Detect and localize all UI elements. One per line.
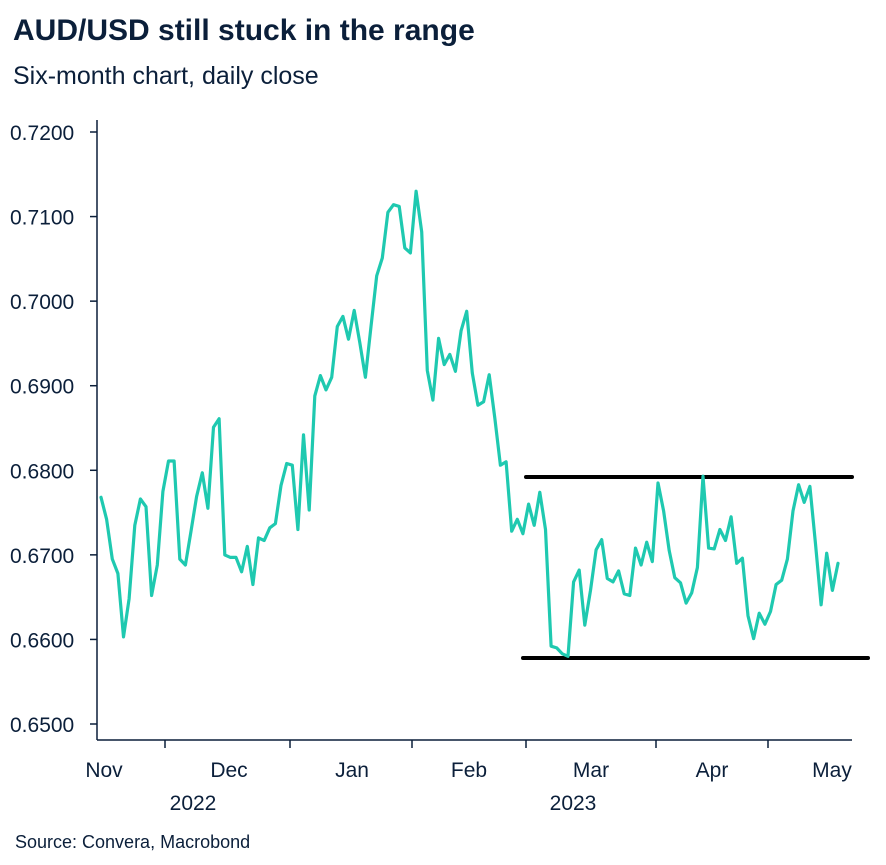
y-tick-label: 0.6700 xyxy=(10,545,74,568)
x-tick-label: Mar xyxy=(573,759,609,782)
y-tick-label: 0.7200 xyxy=(10,122,74,145)
y-tick-label: 0.6500 xyxy=(10,714,74,737)
source-note: Source: Convera, Macrobond xyxy=(15,832,251,852)
x-tick-label: Nov xyxy=(85,759,123,782)
x-tick-label: Feb xyxy=(451,759,487,782)
y-tick-label: 0.6600 xyxy=(10,629,74,652)
y-tick-label: 0.6800 xyxy=(10,460,74,483)
chart-title: AUD/USD still stuck in the range xyxy=(13,14,475,47)
x-year-label: 2023 xyxy=(550,792,597,815)
y-tick-label: 0.7100 xyxy=(10,207,74,230)
x-year-label: 2022 xyxy=(170,792,217,815)
x-tick-label: Jan xyxy=(335,759,369,782)
chart-subtitle: Six-month chart, daily close xyxy=(13,62,319,90)
y-tick-label: 0.7000 xyxy=(10,291,74,314)
x-tick-label: Dec xyxy=(210,759,247,782)
x-tick-label: Apr xyxy=(696,759,729,782)
x-tick-label: May xyxy=(812,759,852,782)
y-tick-label: 0.6900 xyxy=(10,376,74,399)
series-line xyxy=(99,189,840,658)
